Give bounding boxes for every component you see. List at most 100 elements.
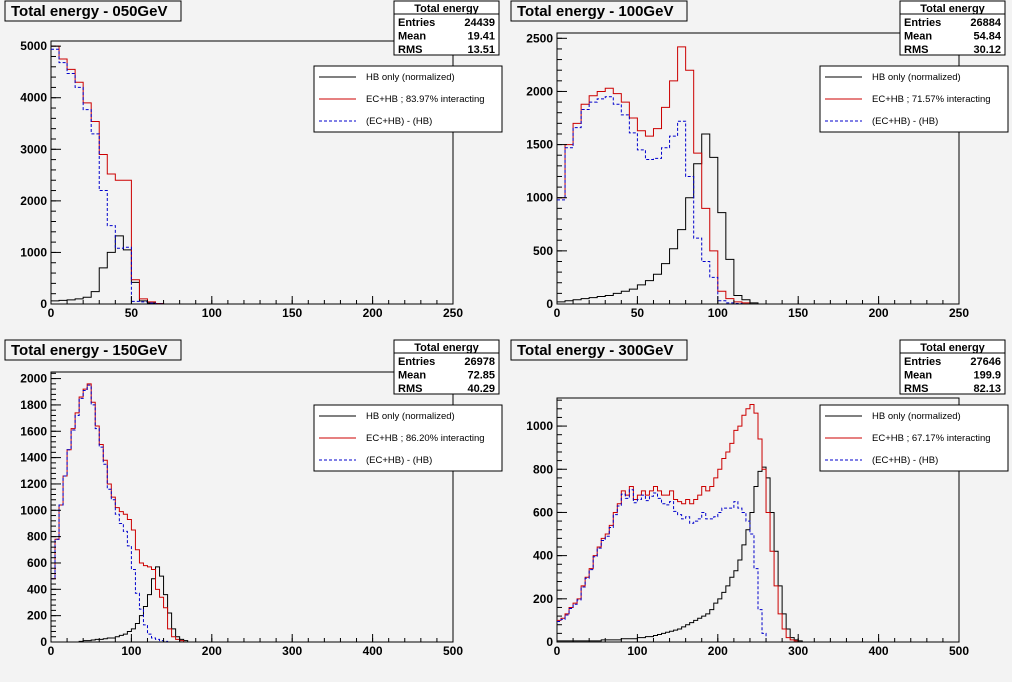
pad-background bbox=[0, 339, 506, 677]
chart-panel-3: 0 100 200 300 400 500 0 200 400 600 800 1000 1200 140… bbox=[0, 339, 506, 677]
stats-label: Mean bbox=[398, 31, 426, 43]
y-tick-label: 0 bbox=[40, 635, 47, 649]
stats-label: Mean bbox=[398, 370, 426, 382]
x-tick-label: 200 bbox=[202, 644, 222, 658]
hb-only-series bbox=[51, 566, 196, 643]
y-tick-label: 800 bbox=[27, 530, 47, 544]
stats-label: Entries bbox=[904, 17, 941, 29]
chart-title: Total energy - 150GeV bbox=[11, 342, 167, 359]
chart-title: Total energy - 100GeV bbox=[517, 3, 673, 20]
stats-header: Total energy bbox=[920, 342, 985, 354]
y-tick-label: 200 bbox=[27, 609, 47, 623]
x-tick-label: 200 bbox=[708, 644, 728, 658]
legend-entry: EC+HB ; 71.57% interacting bbox=[872, 94, 991, 105]
stats-label: RMS bbox=[398, 44, 422, 56]
y-tick-label: 500 bbox=[533, 244, 553, 258]
pad-background bbox=[506, 0, 1012, 338]
y-tick-label: 800 bbox=[533, 462, 553, 476]
y-tick-label: 600 bbox=[533, 505, 553, 519]
y-tick-label: 1200 bbox=[20, 477, 47, 491]
hb-only-series bbox=[557, 133, 767, 305]
title-box bbox=[510, 339, 688, 361]
x-tick-label: 0 bbox=[48, 306, 55, 320]
stats-value: 24439 bbox=[464, 17, 495, 29]
x-tick-label: 100 bbox=[121, 644, 141, 658]
x-tick-label: 100 bbox=[708, 306, 728, 320]
stats-label: Entries bbox=[904, 356, 941, 368]
diff-series bbox=[51, 48, 172, 305]
x-tick-label: 400 bbox=[363, 644, 383, 658]
x-tick-label: 300 bbox=[282, 644, 302, 658]
x-tick-label: 500 bbox=[949, 644, 969, 658]
y-tick-label: 1400 bbox=[20, 451, 47, 465]
y-tick-label: 4000 bbox=[20, 91, 47, 105]
y-tick-label: 400 bbox=[27, 582, 47, 596]
pad-background bbox=[0, 0, 506, 338]
y-tick-label: 2500 bbox=[526, 31, 553, 45]
y-tick-label: 5000 bbox=[20, 39, 47, 53]
x-tick-label: 50 bbox=[125, 306, 139, 320]
x-tick-label: 200 bbox=[869, 306, 889, 320]
chart-title: Total energy - 300GeV bbox=[517, 342, 673, 359]
stats-label: Mean bbox=[904, 31, 932, 43]
y-tick-label: 200 bbox=[533, 592, 553, 606]
echb-series bbox=[557, 46, 758, 305]
x-tick-label: 150 bbox=[282, 306, 302, 320]
y-tick-label: 1500 bbox=[526, 138, 553, 152]
echb-series bbox=[51, 45, 172, 305]
y-tick-label: 0 bbox=[546, 635, 553, 649]
stats-value: 27646 bbox=[970, 356, 1001, 368]
x-tick-label: 250 bbox=[443, 306, 463, 320]
x-tick-label: 0 bbox=[554, 644, 561, 658]
x-tick-label: 150 bbox=[788, 306, 808, 320]
y-tick-label: 2000 bbox=[20, 372, 47, 386]
chart-panel-4: 0 100 200 300 400 500 0 200 400 600 800 1000 Total e… bbox=[506, 339, 1012, 677]
y-tick-label: 1000 bbox=[20, 245, 47, 259]
stats-value: 26884 bbox=[970, 17, 1001, 29]
stats-value: 19.41 bbox=[467, 31, 495, 43]
legend-entry: (EC+HB) - (HB) bbox=[366, 116, 432, 127]
stats-header: Total energy bbox=[920, 3, 985, 15]
legend-entry: HB only (normalized) bbox=[366, 72, 455, 83]
y-tick-label: 1000 bbox=[526, 191, 553, 205]
y-tick-label: 600 bbox=[27, 556, 47, 570]
x-tick-label: 500 bbox=[443, 644, 463, 658]
x-tick-label: 250 bbox=[949, 306, 969, 320]
y-tick-label: 1000 bbox=[20, 503, 47, 517]
stats-label: RMS bbox=[398, 383, 422, 395]
y-tick-label: 3000 bbox=[20, 142, 47, 156]
x-tick-label: 400 bbox=[869, 644, 889, 658]
x-tick-label: 0 bbox=[554, 306, 561, 320]
stats-header: Total energy bbox=[414, 3, 479, 15]
echb-series bbox=[557, 403, 807, 643]
legend-entry: HB only (normalized) bbox=[366, 411, 455, 422]
diff-series bbox=[51, 384, 196, 643]
y-tick-label: 1800 bbox=[20, 398, 47, 412]
legend-entry: EC+HB ; 83.97% interacting bbox=[366, 94, 485, 105]
stats-label: RMS bbox=[904, 383, 928, 395]
y-tick-label: 400 bbox=[533, 549, 553, 563]
legend-entry: (EC+HB) - (HB) bbox=[366, 455, 432, 466]
chart-title: Total energy - 050GeV bbox=[11, 3, 167, 20]
x-tick-label: 300 bbox=[788, 644, 808, 658]
stats-value: 13.51 bbox=[467, 44, 495, 56]
legend-entry: (EC+HB) - (HB) bbox=[872, 116, 938, 127]
stats-value: 40.29 bbox=[467, 383, 495, 395]
x-tick-label: 100 bbox=[627, 644, 647, 658]
stats-label: RMS bbox=[904, 44, 928, 56]
y-tick-label: 1600 bbox=[20, 424, 47, 438]
stats-header: Total energy bbox=[414, 342, 479, 354]
stats-box bbox=[393, 0, 500, 56]
stats-value: 26978 bbox=[464, 356, 495, 368]
diff-series bbox=[557, 489, 807, 643]
stats-value: 30.12 bbox=[973, 44, 1001, 56]
legend-entry: EC+HB ; 67.17% interacting bbox=[872, 433, 991, 444]
stats-label: Mean bbox=[904, 370, 932, 382]
x-tick-label: 0 bbox=[48, 644, 55, 658]
chart-panel-2: 0 50 100 150 200 25005001000150020002500Total… bbox=[506, 0, 1012, 338]
title-box bbox=[4, 0, 182, 22]
stats-label: Entries bbox=[398, 356, 435, 368]
x-tick-label: 50 bbox=[631, 306, 645, 320]
y-tick-label: 2000 bbox=[20, 194, 47, 208]
chart-panel-1: 0 50 100 150 200 250 0 1000 2000 3000 4000 5000 Tota… bbox=[0, 0, 506, 338]
